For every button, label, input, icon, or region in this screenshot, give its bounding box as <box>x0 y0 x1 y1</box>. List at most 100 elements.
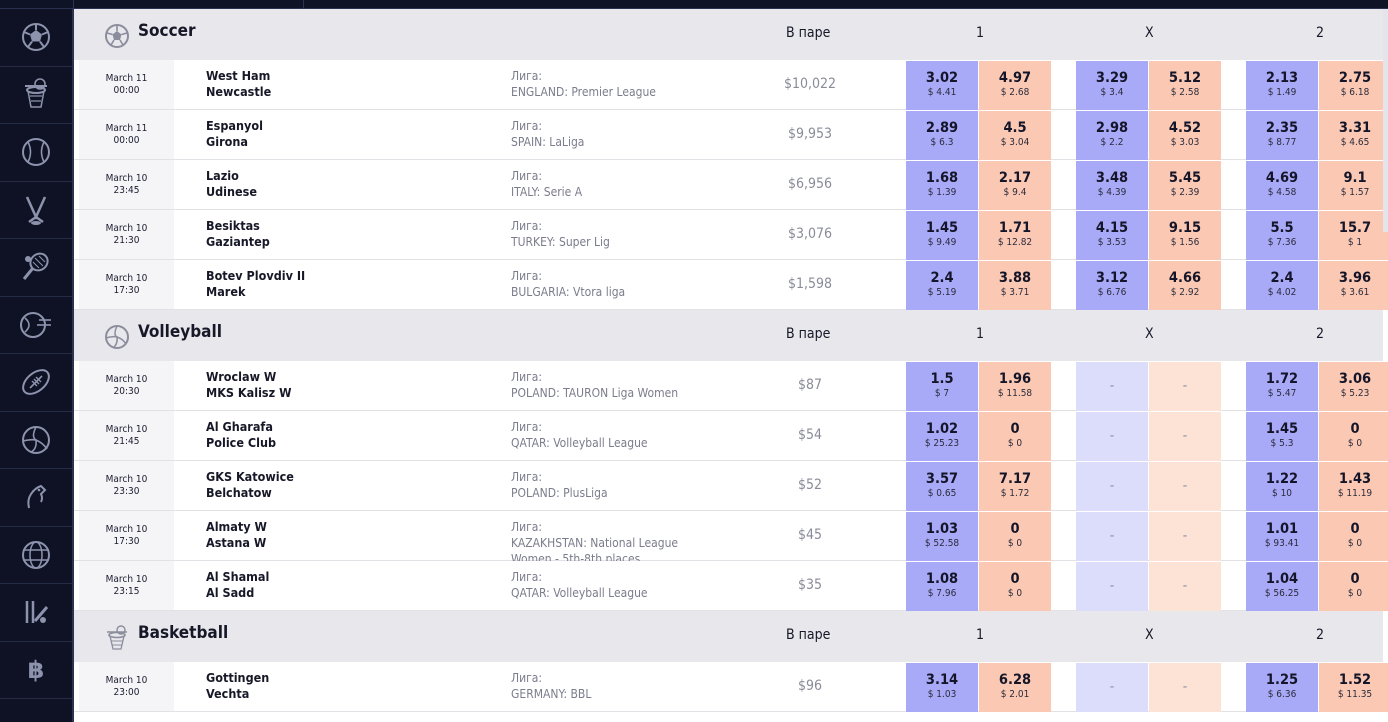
lay-odds-2[interactable]: 0 $ 0 <box>1319 562 1388 611</box>
back-odds-1[interactable]: 3.14 $ 1.03 <box>906 663 978 712</box>
sidebar-item-rugby-ball[interactable] <box>0 297 72 354</box>
sidebar-item-basketball[interactable] <box>0 67 72 124</box>
lay-odds-1[interactable]: 4.5 $ 3.04 <box>979 111 1051 160</box>
sidebar-item-tennis[interactable] <box>0 239 72 297</box>
back-odds-2[interactable]: 1.25 $ 6.36 <box>1246 663 1318 712</box>
lay-odds-1[interactable]: 1.71 $ 12.82 <box>979 211 1051 260</box>
back-odds-x[interactable]: - <box>1076 512 1148 561</box>
back-odds-1[interactable]: 2.4 $ 5.19 <box>906 261 978 310</box>
back-odds-x[interactable]: 2.98 $ 2.2 <box>1076 111 1148 160</box>
back-odds-2[interactable]: 1.22 $ 10 <box>1246 462 1318 511</box>
back-odds-2[interactable]: 4.69 $ 4.58 <box>1246 161 1318 210</box>
back-odds-2[interactable]: 5.5 $ 7.36 <box>1246 211 1318 260</box>
sidebar-item-volleyball[interactable] <box>0 412 72 469</box>
event-row[interactable]: March 10 23:30 GKS Katowice Belchatow Лига: P… <box>74 461 1388 511</box>
event-row[interactable]: March 10 21:45 Al Gharafa Police Club Лига: Q… <box>74 411 1388 461</box>
event-row[interactable]: March 10 23:00 Gottingen Vechta Лига: GERMANY… <box>74 662 1388 712</box>
back-odds-2[interactable]: 2.13 $ 1.49 <box>1246 61 1318 110</box>
lay-odds-1[interactable]: 3.88 $ 3.71 <box>979 261 1051 310</box>
lay-odds-x[interactable]: - <box>1149 663 1221 712</box>
lay-odds-1[interactable]: 0 $ 0 <box>979 412 1051 461</box>
sidebar-item-baseball[interactable] <box>0 124 72 182</box>
event-row[interactable]: March 10 17:30 Botev Plovdiv II Marek Лига: B… <box>74 260 1388 310</box>
back-odds-x[interactable]: - <box>1076 462 1148 511</box>
lay-odds-x[interactable]: 9.15 $ 1.56 <box>1149 211 1221 260</box>
event-teams[interactable]: Gottingen Vechta <box>206 670 269 702</box>
back-odds-1[interactable]: 1.08 $ 7.96 <box>906 562 978 611</box>
event-teams[interactable]: GKS Katowice Belchatow <box>206 469 294 501</box>
sidebar-item-cricket[interactable] <box>0 584 72 642</box>
lay-odds-2[interactable]: 3.06 $ 5.23 <box>1319 362 1388 411</box>
back-odds-2[interactable]: 1.04 $ 56.25 <box>1246 562 1318 611</box>
event-teams[interactable]: Botev Plovdiv II Marek <box>206 268 305 300</box>
event-teams[interactable]: Besiktas Gaziantep <box>206 218 270 250</box>
lay-odds-1[interactable]: 1.96 $ 11.58 <box>979 362 1051 411</box>
back-odds-2[interactable]: 1.45 $ 5.3 <box>1246 412 1318 461</box>
event-teams[interactable]: West Ham Newcastle <box>206 68 271 100</box>
back-odds-2[interactable]: 1.01 $ 93.41 <box>1246 512 1318 561</box>
back-odds-x[interactable]: 4.15 $ 3.53 <box>1076 211 1148 260</box>
back-odds-x[interactable]: 3.12 $ 6.76 <box>1076 261 1148 310</box>
back-odds-x[interactable]: - <box>1076 663 1148 712</box>
lay-odds-2[interactable]: 1.52 $ 11.35 <box>1319 663 1388 712</box>
lay-odds-x[interactable]: - <box>1149 462 1221 511</box>
event-teams[interactable]: Al Shamal Al Sadd <box>206 569 269 601</box>
lay-odds-x[interactable]: 4.66 $ 2.92 <box>1149 261 1221 310</box>
back-odds-x[interactable]: - <box>1076 562 1148 611</box>
lay-odds-2[interactable]: 3.31 $ 4.65 <box>1319 111 1388 160</box>
lay-odds-1[interactable]: 6.28 $ 2.01 <box>979 663 1051 712</box>
event-row[interactable]: March 10 23:45 Lazio Udinese Лига: ITALY: Ser… <box>74 160 1388 210</box>
event-teams[interactable]: Al Gharafa Police Club <box>206 419 276 451</box>
lay-odds-x[interactable]: 5.45 $ 2.39 <box>1149 161 1221 210</box>
lay-odds-x[interactable]: - <box>1149 512 1221 561</box>
event-row[interactable]: March 10 23:15 Al Shamal Al Sadd Лига: QATAR:… <box>74 561 1388 611</box>
lay-odds-x[interactable]: - <box>1149 412 1221 461</box>
event-teams[interactable]: Almaty W Astana W <box>206 519 267 551</box>
event-row[interactable]: March 11 00:00 West Ham Newcastle Лига: ENGLA… <box>74 60 1388 110</box>
back-odds-1[interactable]: 1.45 $ 9.49 <box>906 211 978 260</box>
back-odds-2[interactable]: 1.72 $ 5.47 <box>1246 362 1318 411</box>
lay-odds-2[interactable]: 15.7 $ 1 <box>1319 211 1388 260</box>
lay-odds-2[interactable]: 0 $ 0 <box>1319 512 1388 561</box>
sidebar-item-hockey[interactable] <box>0 182 72 239</box>
lay-odds-x[interactable]: 4.52 $ 3.03 <box>1149 111 1221 160</box>
back-odds-1[interactable]: 1.02 $ 25.23 <box>906 412 978 461</box>
back-odds-x[interactable]: - <box>1076 412 1148 461</box>
back-odds-x[interactable]: 3.29 $ 3.4 <box>1076 61 1148 110</box>
lay-odds-2[interactable]: 2.75 $ 6.18 <box>1319 61 1388 110</box>
back-odds-1[interactable]: 1.5 $ 7 <box>906 362 978 411</box>
back-odds-x[interactable]: 3.48 $ 4.39 <box>1076 161 1148 210</box>
lay-odds-1[interactable]: 4.97 $ 2.68 <box>979 61 1051 110</box>
event-teams[interactable]: Espanyol Girona <box>206 118 263 150</box>
sidebar-item-esports-globe[interactable] <box>0 527 72 584</box>
event-teams[interactable]: Lazio Udinese <box>206 168 257 200</box>
sidebar-item-american-football[interactable] <box>0 354 72 412</box>
lay-odds-2[interactable]: 1.43 $ 11.19 <box>1319 462 1388 511</box>
lay-odds-x[interactable]: - <box>1149 562 1221 611</box>
scrollbar[interactable] <box>1383 9 1388 232</box>
back-odds-2[interactable]: 2.35 $ 8.77 <box>1246 111 1318 160</box>
event-row[interactable]: March 10 17:30 Almaty W Astana W Лига: KAZAKH… <box>74 511 1388 566</box>
back-odds-1[interactable]: 1.68 $ 1.39 <box>906 161 978 210</box>
event-row[interactable]: March 11 00:00 Espanyol Girona Лига: SPAIN: L… <box>74 110 1388 160</box>
lay-odds-1[interactable]: 0 $ 0 <box>979 562 1051 611</box>
back-odds-1[interactable]: 3.02 $ 4.41 <box>906 61 978 110</box>
lay-odds-x[interactable]: 5.12 $ 2.58 <box>1149 61 1221 110</box>
lay-odds-1[interactable]: 2.17 $ 9.4 <box>979 161 1051 210</box>
lay-odds-2[interactable]: 9.1 $ 1.57 <box>1319 161 1388 210</box>
lay-odds-1[interactable]: 7.17 $ 1.72 <box>979 462 1051 511</box>
back-odds-1[interactable]: 2.89 $ 6.3 <box>906 111 978 160</box>
lay-odds-2[interactable]: 0 $ 0 <box>1319 412 1388 461</box>
back-odds-1[interactable]: 1.03 $ 52.58 <box>906 512 978 561</box>
lay-odds-1[interactable]: 0 $ 0 <box>979 512 1051 561</box>
lay-odds-x[interactable]: - <box>1149 362 1221 411</box>
event-row[interactable]: March 10 20:30 Wroclaw W MKS Kalisz W Лига: P… <box>74 361 1388 411</box>
back-odds-2[interactable]: 2.4 $ 4.02 <box>1246 261 1318 310</box>
event-row[interactable]: March 10 21:30 Besiktas Gaziantep Лига: TURKE… <box>74 210 1388 260</box>
sidebar-item-bitcoin[interactable]: ฿ <box>0 642 72 699</box>
lay-odds-2[interactable]: 3.96 $ 3.61 <box>1319 261 1388 310</box>
back-odds-x[interactable]: - <box>1076 362 1148 411</box>
sidebar-item-soccer-ball[interactable] <box>0 9 72 67</box>
sidebar-item-horse-racing[interactable] <box>0 469 72 527</box>
back-odds-1[interactable]: 3.57 $ 0.65 <box>906 462 978 511</box>
